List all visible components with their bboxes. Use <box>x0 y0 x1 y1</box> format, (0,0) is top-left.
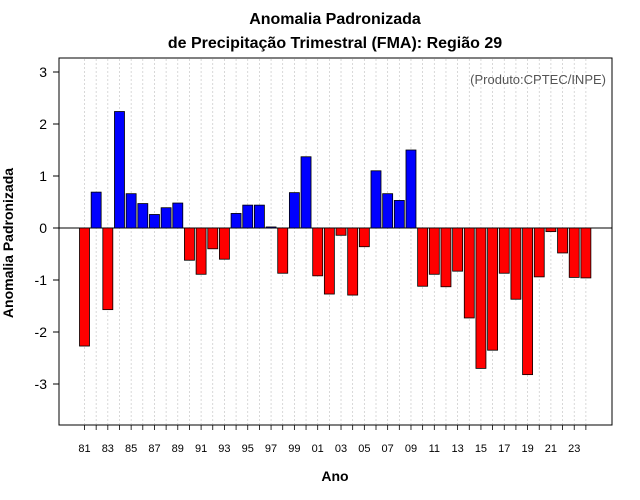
chart-title-line2: de Precipitação Trimestral (FMA): Região… <box>168 35 502 52</box>
y-tick-label: 2 <box>39 116 47 132</box>
bar-03 <box>335 227 347 236</box>
x-tick-label: 83 <box>102 443 114 455</box>
bar-21 <box>545 227 557 233</box>
bar-08 <box>393 200 405 229</box>
x-tick-label: 11 <box>429 443 440 455</box>
bar-22 <box>557 227 568 254</box>
x-tick-label: 09 <box>405 443 417 455</box>
x-tick-label: 15 <box>475 443 487 455</box>
bar-14 <box>463 227 475 319</box>
bar-06 <box>370 170 382 229</box>
x-tick-label: 91 <box>195 443 207 455</box>
bar-84 <box>114 111 125 229</box>
y-tick-label: -1 <box>35 272 48 288</box>
y-axis-label: Anomalia Padronizada <box>0 168 16 318</box>
bar-96 <box>253 204 265 229</box>
bar-88 <box>160 207 172 229</box>
credit-text: (Produto:CPTEC/INPE) <box>470 72 606 87</box>
bars <box>79 111 592 376</box>
bar-81 <box>79 227 90 347</box>
bar-15 <box>475 227 487 369</box>
x-tick-label: 87 <box>148 443 160 455</box>
y-tick-label: -3 <box>35 376 48 392</box>
bar-95 <box>242 204 254 229</box>
bar-02 <box>323 227 335 295</box>
x-axis-ticks: 81 83 85 87 89 91 93 95 97 99 01 03 05 07 09 11 13 15 17 19… <box>78 425 587 455</box>
bar-23 <box>568 227 580 278</box>
bar-92 <box>207 227 219 250</box>
bar-09 <box>405 149 417 229</box>
bar-93 <box>219 227 230 260</box>
bar-90 <box>184 227 195 261</box>
bar-19 <box>522 227 533 376</box>
x-tick-label: 99 <box>288 443 300 455</box>
bar-85 <box>125 193 137 229</box>
bar-20 <box>533 227 545 278</box>
x-tick-label: 93 <box>218 443 230 455</box>
bar-01 <box>312 227 324 277</box>
y-tick-label: 0 <box>39 220 47 236</box>
bar-04 <box>347 227 359 296</box>
bar-17 <box>498 227 510 274</box>
bar-97 <box>265 226 277 229</box>
x-tick-label: 85 <box>125 443 137 455</box>
x-tick-label: 05 <box>358 443 370 455</box>
x-tick-label: 81 <box>78 443 90 455</box>
bar-83 <box>102 227 114 311</box>
bar-18 <box>510 227 522 300</box>
x-tick-label: 95 <box>242 443 254 455</box>
y-tick-label: -2 <box>35 324 48 340</box>
bar-82 <box>90 191 102 229</box>
x-tick-label: 89 <box>172 443 184 455</box>
bar-16 <box>487 227 499 351</box>
bar-91 <box>195 227 207 275</box>
bar-94 <box>230 213 242 229</box>
chart-title-line1: Anomalia Padronizada <box>249 11 421 28</box>
x-axis-label: Ano <box>321 468 348 484</box>
bar-05 <box>358 227 370 248</box>
bar-13 <box>452 227 464 272</box>
x-tick-label: 97 <box>265 443 277 455</box>
bar-12 <box>440 227 452 288</box>
x-tick-label: 21 <box>545 443 557 455</box>
bar-10 <box>417 227 429 287</box>
y-axis-ticks: -3 -2 -1 0 1 2 3 <box>35 64 59 392</box>
bar-11 <box>428 227 440 275</box>
bar-87 <box>149 214 160 229</box>
x-tick-label: 19 <box>521 443 533 455</box>
bar-99 <box>288 192 300 229</box>
bar-86 <box>137 203 149 229</box>
grid-lines <box>84 59 587 424</box>
y-tick-label: 3 <box>39 64 47 80</box>
bar-89 <box>172 202 184 229</box>
x-tick-label: 07 <box>382 443 394 455</box>
x-tick-label: 03 <box>335 443 347 455</box>
plot-frame <box>58 57 613 426</box>
x-tick-label: 13 <box>451 443 463 455</box>
y-tick-label: 1 <box>39 168 47 184</box>
bar-07 <box>382 193 394 229</box>
bar-24 <box>580 227 592 279</box>
x-tick-label: 17 <box>498 443 510 455</box>
bar-00 <box>300 156 312 229</box>
bar-98 <box>277 227 289 274</box>
x-tick-label: 01 <box>312 443 324 455</box>
x-tick-label: 23 <box>568 443 580 455</box>
